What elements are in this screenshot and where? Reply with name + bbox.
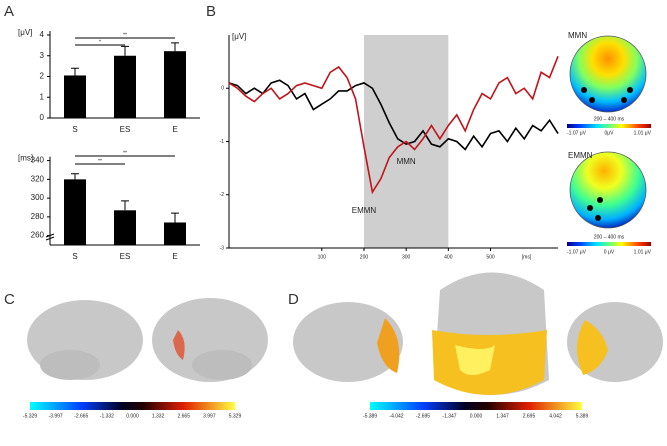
x-tick-label: E xyxy=(172,125,177,134)
error-bar xyxy=(171,212,179,223)
y-tick-label: 1 xyxy=(40,92,45,101)
error-bar xyxy=(171,42,179,52)
scale-label: -3.997 xyxy=(49,413,63,419)
x-tick-label: 400 xyxy=(444,254,453,260)
topomap-window: 200 – 400 ms xyxy=(594,234,625,240)
error-bar xyxy=(121,45,129,56)
topomap-title: MMN xyxy=(568,31,587,40)
y-tick-label: 320 xyxy=(31,174,45,183)
topomap-window: 200 – 400 ms xyxy=(594,116,625,122)
bar xyxy=(164,51,186,119)
x-tick-label: S xyxy=(72,125,77,134)
scale-label: 1.347 xyxy=(496,413,509,419)
panel-label: A xyxy=(4,3,14,20)
x-tick-label: 100 xyxy=(318,254,327,260)
scale-label: 1.01 μV xyxy=(634,249,652,255)
x-axis-label: [ms] xyxy=(522,254,532,260)
y-tick-label: 3 xyxy=(40,51,45,60)
bar xyxy=(164,222,186,245)
scale-label: 0 μV xyxy=(604,249,615,255)
significance-label: ** xyxy=(123,32,127,38)
x-tick-label: ES xyxy=(120,125,131,134)
x-tick-label: 500 xyxy=(486,254,495,260)
y-tick-label: -3 xyxy=(220,245,225,251)
significance-label: ** xyxy=(98,158,102,164)
scale-label: 3.997 xyxy=(203,413,216,419)
y-tick-label: 2 xyxy=(40,72,45,81)
x-tick-label: E xyxy=(172,252,177,261)
panel-label: C xyxy=(4,291,15,308)
topomap xyxy=(567,35,651,246)
scale-label: -1.07 μV xyxy=(567,130,587,136)
panel-label: D xyxy=(288,291,299,308)
scale-label: -1.332 xyxy=(100,413,114,419)
bar xyxy=(114,210,136,245)
error-bar xyxy=(71,173,79,180)
significance-label: ** xyxy=(123,150,127,156)
y-tick-label: -1 xyxy=(220,139,225,145)
y-axis-label: [ms] xyxy=(18,154,33,163)
x-tick-label: ES xyxy=(120,252,131,261)
x-tick-label: S xyxy=(72,252,77,261)
y-tick-label: 4 xyxy=(40,30,45,39)
panel-label: B xyxy=(206,3,216,20)
error-bar xyxy=(121,200,129,211)
scale-label: -2.695 xyxy=(416,413,430,419)
line xyxy=(228,79,559,151)
y-tick-label: 0 xyxy=(40,113,45,122)
scale-label: 4.042 xyxy=(549,413,562,419)
scale-label: -1.347 xyxy=(442,413,456,419)
scale-label: 2.695 xyxy=(523,413,536,419)
error-bar xyxy=(71,67,79,76)
scale-label: 1.01 μV xyxy=(634,130,652,136)
y-tick-label: 0 xyxy=(221,86,224,92)
scale-label: -2.665 xyxy=(74,413,88,419)
topomap-title: EMMN xyxy=(568,151,593,160)
scale-label: -5.389 xyxy=(363,413,377,419)
brain-images xyxy=(27,272,663,410)
scale-label: 5.329 xyxy=(229,413,242,419)
bar xyxy=(114,55,136,118)
scale-label: 0.000 xyxy=(126,413,139,419)
scale-label: -1.07 μV xyxy=(567,249,587,255)
y-tick-label: -2 xyxy=(220,192,225,198)
y-axis-label: [μV] xyxy=(232,32,246,41)
y-tick-label: 260 xyxy=(31,231,45,240)
y-tick-label: 280 xyxy=(31,212,45,221)
y-axis-label: [μV] xyxy=(18,28,32,37)
series-label: EMMN xyxy=(352,206,377,215)
scale-label: -5.329 xyxy=(23,413,37,419)
scale-label: 5.389 xyxy=(576,413,589,419)
scale-label: -4.042 xyxy=(389,413,403,419)
y-tick-label: 300 xyxy=(31,193,45,202)
line xyxy=(228,56,559,195)
scale-label: 1.332 xyxy=(152,413,165,419)
y-tick-label: 340 xyxy=(31,156,45,165)
significance-label: * xyxy=(99,39,101,45)
bar xyxy=(64,75,86,118)
x-tick-label: 300 xyxy=(402,254,411,260)
scale-label: 0.000 xyxy=(470,413,483,419)
x-tick-label: 200 xyxy=(360,254,369,260)
scale-label: 0μV xyxy=(605,130,615,136)
bar xyxy=(64,179,86,245)
scale-label: 2.665 xyxy=(177,413,190,419)
series-label: MMN xyxy=(397,157,416,166)
